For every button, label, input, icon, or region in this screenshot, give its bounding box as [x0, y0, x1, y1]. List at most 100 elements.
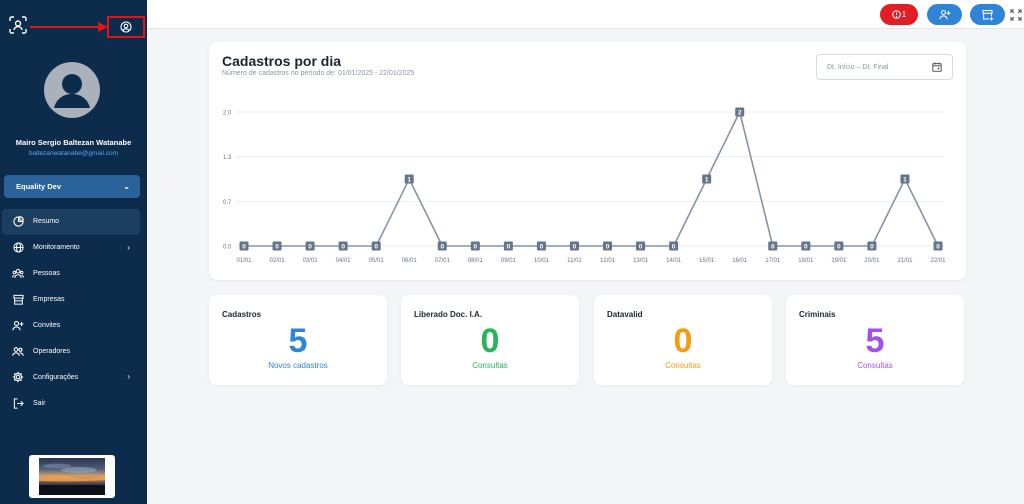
data-point: [536, 241, 546, 251]
series-line: [244, 109, 939, 247]
x-tick-label: 16/01: [732, 258, 748, 264]
data-label: 0: [474, 243, 478, 250]
data-point: [338, 241, 348, 251]
user-email: baltezanwatanabe@gmail.com: [29, 150, 118, 157]
data-point: [272, 241, 282, 251]
data-point: [239, 241, 249, 251]
sidebar-item-label: Resumo: [33, 218, 60, 226]
calendar-icon: [932, 62, 942, 72]
user-profile-button[interactable]: [107, 16, 145, 38]
stat-card-criminais: Criminais 5 Consultas: [786, 295, 964, 385]
x-tick-label: 12/01: [600, 258, 616, 264]
user-plus-icon: [12, 320, 24, 332]
data-point: [503, 241, 513, 251]
user-circle-icon: [120, 21, 132, 33]
x-tick-label: 21/01: [897, 258, 913, 264]
data-point: [636, 241, 646, 251]
data-label: 1: [705, 176, 709, 183]
sidebar-item-configuracoes[interactable]: Configurações ›: [2, 364, 140, 390]
y-tick-label: 2.0: [223, 111, 232, 117]
stat-value: 0: [480, 322, 500, 360]
data-point: [702, 174, 712, 184]
date-range-input[interactable]: Dt. Início – Dt. Final: [816, 54, 953, 80]
sidebar-item-empresas[interactable]: Empresas: [2, 287, 140, 313]
data-label: 0: [870, 243, 874, 250]
data-label: 0: [308, 243, 312, 250]
sidebar-item-label: Pessoas: [33, 270, 60, 278]
avatar[interactable]: [44, 62, 100, 118]
stat-label: Consultas: [857, 361, 893, 370]
data-label: 0: [606, 243, 610, 250]
sidebar-item-sair[interactable]: Sair: [2, 390, 140, 416]
data-point: [437, 241, 447, 251]
x-tick-label: 14/01: [666, 258, 682, 264]
x-tick-label: 01/01: [236, 258, 252, 264]
x-tick-label: 10/01: [534, 258, 550, 264]
y-tick-label: 1.3: [223, 155, 232, 161]
sidebar-item-label: Empresas: [33, 296, 65, 304]
add-user-button[interactable]: [927, 4, 962, 25]
workspace-select[interactable]: Equality Dev ⌄: [4, 175, 140, 198]
data-label: 1: [407, 176, 411, 183]
stat-title: Criminais: [799, 310, 836, 319]
pie-chart-icon: [12, 216, 24, 228]
alert-circle-icon: [891, 10, 901, 19]
data-label: 0: [242, 243, 246, 250]
stat-card-liberado-doc: Liberado Doc. I.A. 0 Consultas: [401, 295, 579, 385]
data-label: 0: [837, 243, 841, 250]
stat-value: 5: [865, 322, 885, 360]
sidebar-item-label: Operadores: [33, 347, 70, 355]
people-icon: [12, 268, 24, 280]
chevron-down-icon: ⌄: [123, 182, 130, 191]
stat-title: Liberado Doc. I.A.: [414, 310, 483, 319]
face-scan-logo-icon[interactable]: [9, 16, 27, 34]
data-point: [900, 174, 910, 184]
y-tick-label: 0.7: [223, 200, 232, 206]
sidebar-item-operadores[interactable]: Operadores: [2, 338, 140, 364]
sidebar-item-label: Monitoramento: [33, 244, 80, 252]
data-label: 0: [275, 243, 279, 250]
sidebar-item-label: Sair: [33, 399, 46, 407]
data-label: 0: [374, 243, 378, 250]
sunset-image: [29, 455, 115, 498]
user-plus-icon: [938, 9, 950, 20]
stat-value: 5: [288, 322, 308, 360]
chart-title: Cadastros por dia: [222, 53, 342, 69]
x-tick-label: 18/01: [798, 258, 814, 264]
line-chart: 0.0 0.7 1.3 2.0 0 01/01 0 02/01 0 03/01 0 04/01 0 05/…: [223, 107, 946, 264]
stat-label: Novos cadastros: [268, 361, 328, 370]
alert-count: 1: [901, 10, 907, 19]
add-company-button[interactable]: [970, 4, 1005, 25]
data-point: [735, 107, 745, 117]
top-bar: 1: [147, 0, 1024, 29]
data-label: 1: [903, 176, 907, 183]
sidebar-item-convites[interactable]: Convites: [2, 313, 140, 339]
x-tick-label: 02/01: [270, 258, 286, 264]
data-point: [470, 241, 480, 251]
x-tick-label: 17/01: [765, 258, 781, 264]
sidebar-item-monitoramento[interactable]: Monitoramento ›: [2, 235, 140, 261]
workspace-label: Equality Dev: [16, 182, 62, 191]
data-label: 0: [771, 243, 775, 250]
x-tick-label: 22/01: [930, 258, 946, 264]
sidebar-item-resumo[interactable]: Resumo: [2, 209, 140, 235]
date-range-placeholder: Dt. Início – Dt. Final: [827, 63, 889, 71]
stat-card-cadastros: Cadastros 5 Novos cadastros: [209, 295, 387, 385]
alerts-button[interactable]: 1: [880, 4, 918, 25]
data-label: 0: [936, 243, 940, 250]
data-point: [801, 241, 811, 251]
logout-icon: [12, 397, 24, 409]
sidebar: Mairo Sergio Baltezan Watanabe baltezanw…: [0, 0, 147, 504]
data-label: 2: [738, 109, 742, 116]
fullscreen-icon[interactable]: [1010, 8, 1022, 21]
data-label: 0: [540, 243, 544, 250]
sidebar-item-pessoas[interactable]: Pessoas: [2, 261, 140, 287]
stat-title: Cadastros: [222, 310, 262, 319]
gear-icon: [12, 371, 24, 383]
stat-card-datavalid: Datavalid 0 Consultas: [594, 295, 772, 385]
data-label: 0: [639, 243, 643, 250]
x-tick-label: 20/01: [864, 258, 880, 264]
data-point: [603, 241, 613, 251]
x-tick-label: 11/01: [567, 258, 582, 264]
data-label: 0: [672, 243, 676, 250]
